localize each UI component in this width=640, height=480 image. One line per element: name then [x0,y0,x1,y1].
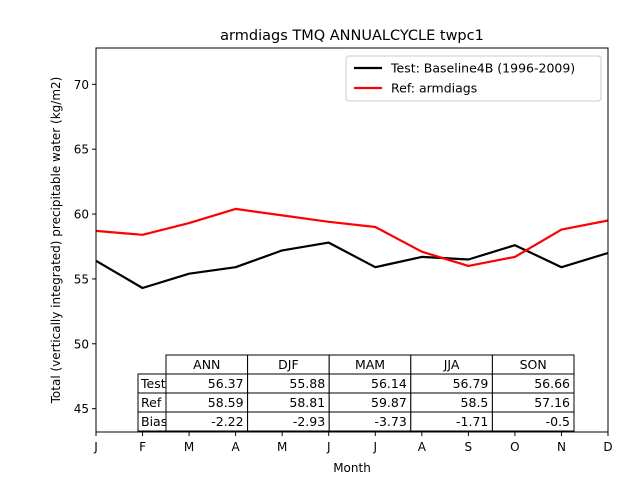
table-cell-value: 56.79 [453,376,489,391]
y-axis: 45 50 55 60 65 70 [74,78,96,416]
plot-lines [95,207,609,290]
table-cell-value: 55.88 [289,376,325,391]
y-tick-label: 70 [74,78,89,92]
legend-label-1: Ref: armdiags [391,81,477,96]
y-tick-label: 65 [74,143,89,157]
x-tick-label: S [465,440,473,454]
table-cell-value: 56.66 [534,376,570,391]
y-tick-label: 45 [74,402,89,416]
x-tick-label: F [139,440,146,454]
table-cell-value: 58.81 [289,395,325,410]
x-tick-label: A [418,440,427,454]
table-header-label: JJA [443,357,460,372]
plot-frame [95,47,609,433]
table-cell-value: -2.93 [293,414,325,429]
y-axis-label: Total (vertically integrated) precipitab… [49,77,63,405]
table-header-label: SON [520,357,547,372]
x-tick-label: D [603,440,612,454]
x-tick-label: O [510,440,519,454]
x-tick-label: J [326,440,331,454]
y-tick-label: 60 [74,208,89,222]
table-row-label: Test [140,376,166,391]
table-cell-value: -3.73 [374,414,406,429]
table-row-label: Bias [141,414,167,429]
x-tick-label: J [93,440,98,454]
table-cell-value: 59.87 [371,395,407,410]
table-cell-value: 56.14 [371,376,407,391]
legend-box [345,55,602,102]
table-cell-value: -1.71 [456,414,488,429]
x-tick-label: N [557,440,566,454]
stats-table: ANN DJF MAM JJA SON Test 56.37 55.88 56.14 56.79 5… [137,354,575,432]
table-cell-value: -0.5 [546,414,570,429]
table-header-label: DJF [278,357,299,372]
x-axis-label: Month [333,461,371,475]
table-cell-value: 56.37 [208,376,244,391]
series-line-0 [95,241,609,290]
table-cell [491,411,575,432]
table-cell-value: 57.16 [534,395,570,410]
table-header-label: ANN [193,357,220,372]
chart-title: armdiags TMQ ANNUALCYCLE twpc1 [220,28,484,44]
x-tick-label: J [372,440,377,454]
table-row-label: Ref [141,395,162,410]
series-line-1 [95,207,609,267]
table-header-label: MAM [355,357,385,372]
table-cell-value: -2.22 [211,414,243,429]
y-tick-label: 50 [74,337,89,351]
table-cell-value: 58.59 [208,395,244,410]
table-cell-value: 58.5 [461,395,489,410]
x-tick-label: M [277,440,287,454]
x-tick-label: A [232,440,241,454]
legend-label-0: Test: Baseline4B (1996-2009) [390,61,575,76]
legend: Test: Baseline4B (1996-2009) Ref: armdiag… [345,55,602,102]
x-tick-label: M [184,440,194,454]
y-tick-label: 55 [74,272,89,286]
